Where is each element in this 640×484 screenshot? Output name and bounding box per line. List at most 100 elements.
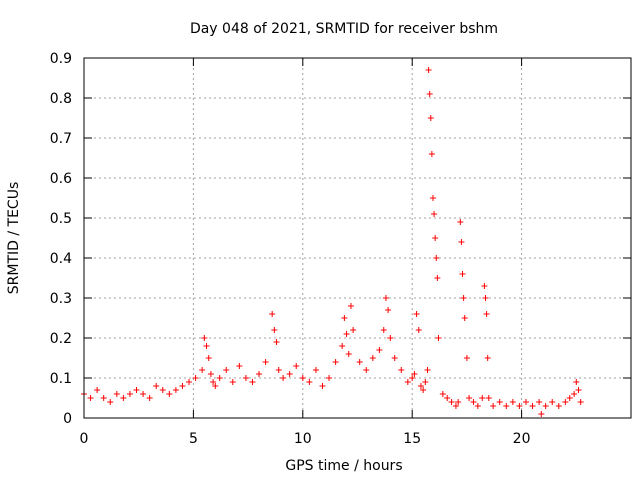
- data-point: [426, 91, 433, 97]
- data-point: [434, 275, 441, 281]
- data-point: [457, 219, 464, 225]
- data-point: [479, 395, 486, 401]
- data-point: [249, 379, 256, 385]
- tick-labels-layer: 0 0.1 0.2 0.3 0.4 0.5 0.6 0.7 0.8 0.9 0 5 10 15 20: [50, 51, 531, 447]
- data-point: [205, 355, 212, 361]
- data-point: [212, 383, 219, 389]
- x-tick-label: 15: [403, 431, 421, 447]
- data-point: [470, 399, 477, 405]
- data-point: [448, 399, 455, 405]
- data-point: [522, 399, 529, 405]
- y-tick-label: 0.8: [50, 91, 72, 107]
- data-point: [339, 343, 346, 349]
- x-axis-label: GPS time / hours: [285, 458, 402, 474]
- data-point: [319, 383, 326, 389]
- y-tick-label: 0.5: [50, 211, 72, 227]
- grid-layer: [84, 58, 631, 418]
- data-point: [271, 327, 278, 333]
- data-point: [345, 351, 352, 357]
- data-point: [203, 343, 210, 349]
- data-point: [306, 379, 313, 385]
- data-point: [273, 339, 280, 345]
- data-point: [571, 391, 578, 397]
- data-point: [286, 371, 293, 377]
- data-point: [431, 211, 438, 217]
- data-point: [113, 391, 120, 397]
- data-point: [485, 395, 492, 401]
- data-point: [484, 355, 491, 361]
- data-point: [413, 311, 420, 317]
- x-tick-label: 0: [80, 431, 89, 447]
- data-point: [435, 335, 442, 341]
- y-tick-label: 0.2: [50, 331, 72, 347]
- x-tick-label: 10: [294, 431, 312, 447]
- data-point: [120, 395, 127, 401]
- data-point: [549, 399, 556, 405]
- data-point: [422, 379, 429, 385]
- data-point: [350, 327, 357, 333]
- data-point: [529, 403, 536, 409]
- data-point: [380, 327, 387, 333]
- data-point: [483, 311, 490, 317]
- points-layer: [81, 67, 584, 417]
- data-point: [562, 399, 569, 405]
- data-point: [363, 367, 370, 373]
- data-point: [140, 391, 147, 397]
- data-point: [343, 331, 350, 337]
- data-point: [420, 387, 427, 393]
- data-point: [398, 367, 405, 373]
- data-point: [427, 115, 434, 121]
- x-tick-label: 5: [189, 431, 198, 447]
- data-point: [424, 367, 431, 373]
- data-point: [293, 363, 300, 369]
- data-point: [411, 371, 418, 377]
- data-point: [509, 399, 516, 405]
- data-point: [481, 283, 488, 289]
- data-point: [242, 375, 249, 381]
- data-point: [172, 387, 179, 393]
- x-tick-label: 20: [513, 431, 531, 447]
- data-point: [433, 255, 440, 261]
- data-point: [387, 335, 394, 341]
- data-point: [496, 399, 503, 405]
- data-point: [516, 403, 523, 409]
- plot-frame: [83, 57, 632, 419]
- data-point: [458, 239, 465, 245]
- chart-title: Day 048 of 2021, SRMTID for receiver bsh…: [190, 21, 498, 37]
- y-tick-label: 0.9: [50, 51, 72, 67]
- data-point: [94, 387, 101, 393]
- data-point: [341, 315, 348, 321]
- data-point: [332, 359, 339, 365]
- data-point: [466, 395, 473, 401]
- data-point: [326, 375, 333, 381]
- data-point: [201, 335, 208, 341]
- data-point: [538, 411, 545, 417]
- y-tick-label: 0.7: [50, 131, 72, 147]
- data-point: [575, 387, 582, 393]
- y-tick-label: 0.3: [50, 291, 72, 307]
- data-point: [107, 399, 114, 405]
- data-point: [452, 403, 459, 409]
- data-point: [503, 403, 510, 409]
- data-point: [166, 391, 173, 397]
- data-point: [146, 395, 153, 401]
- data-point: [229, 379, 236, 385]
- data-point: [312, 367, 319, 373]
- data-point: [439, 391, 446, 397]
- data-point: [459, 271, 466, 277]
- data-point: [210, 379, 217, 385]
- data-point: [490, 403, 497, 409]
- data-point: [299, 375, 306, 381]
- data-point: [482, 295, 489, 301]
- data-point: [429, 195, 436, 201]
- data-point: [404, 379, 411, 385]
- data-point: [356, 359, 363, 365]
- data-point: [126, 391, 133, 397]
- data-point: [269, 311, 276, 317]
- data-point: [391, 355, 398, 361]
- data-point: [376, 347, 383, 353]
- y-tick-label: 0.4: [50, 251, 72, 267]
